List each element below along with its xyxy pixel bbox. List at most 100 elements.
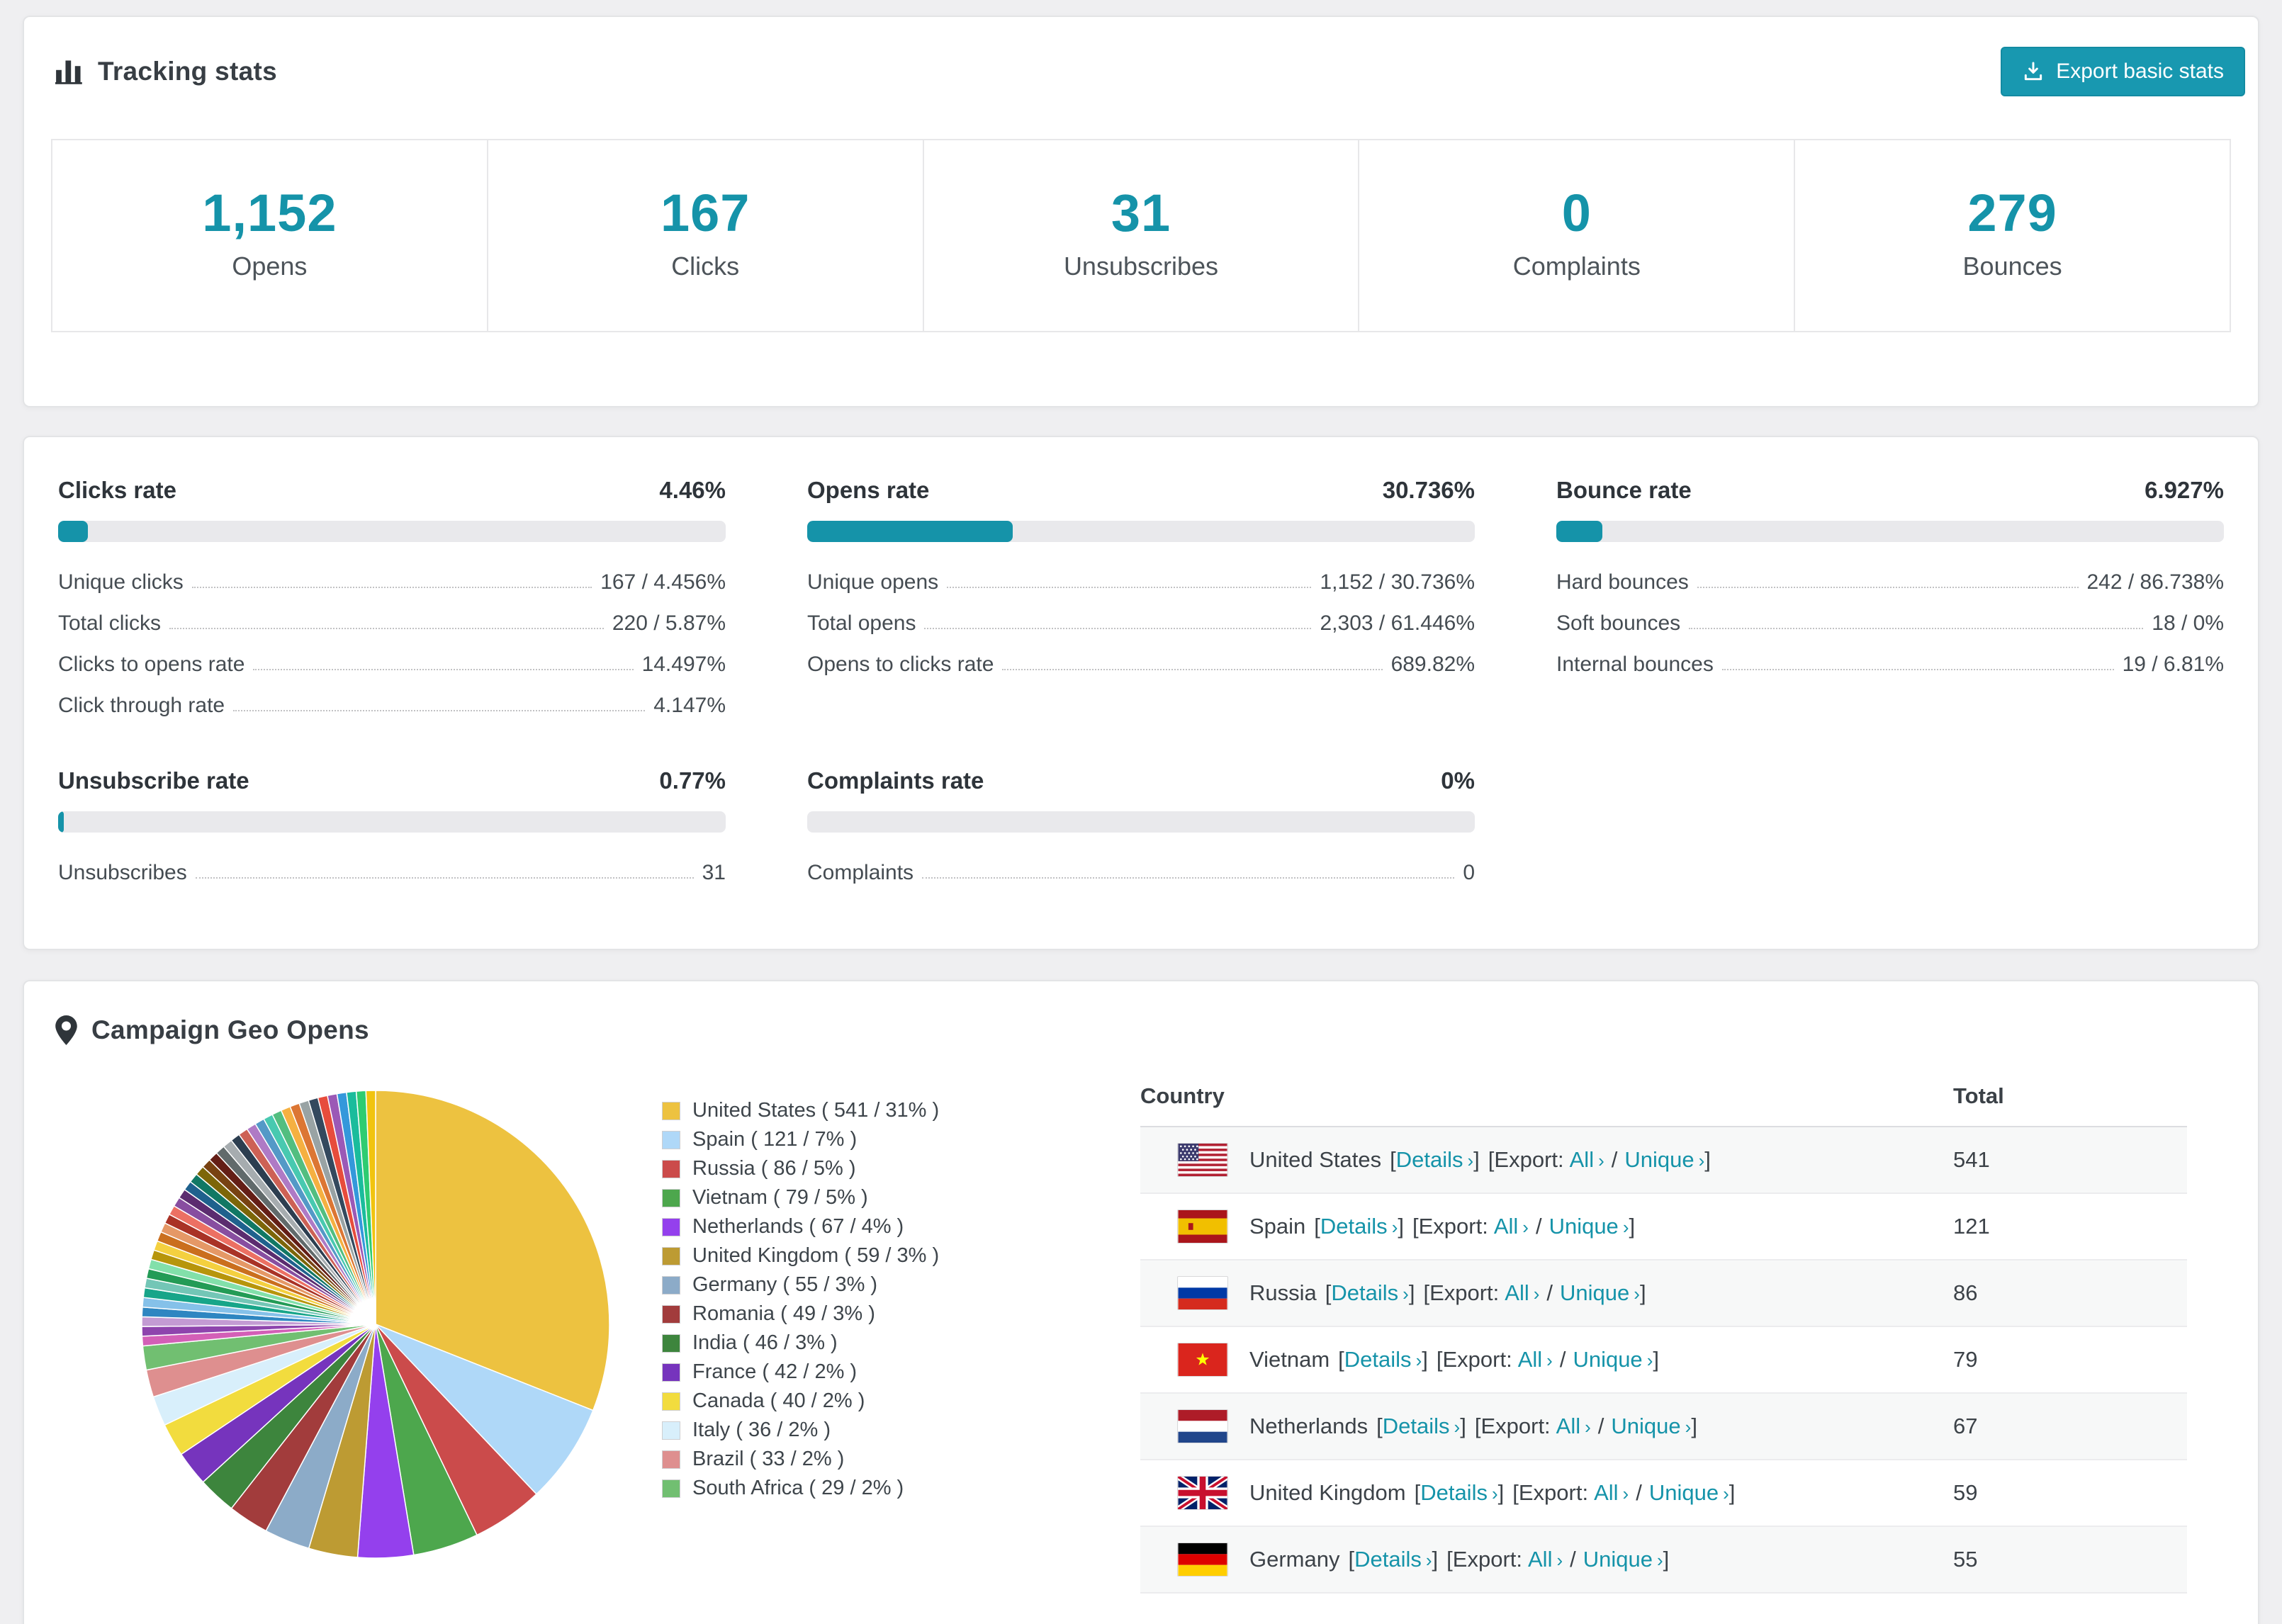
bracket: ] <box>1422 1347 1428 1372</box>
legend-item: Spain ( 121 / 7% ) <box>662 1125 1059 1154</box>
stat-box: 279 Bounces <box>1795 140 2230 331</box>
legend-color-swatch <box>662 1421 680 1440</box>
details-link[interactable]: Details › <box>1331 1280 1409 1305</box>
stat-label: Unsubscribes <box>1063 252 1219 281</box>
export-all-link[interactable]: All › <box>1569 1147 1604 1172</box>
slash-separator: / <box>1597 1414 1604 1438</box>
export-all-link[interactable]: All › <box>1556 1414 1591 1438</box>
bracket: ] <box>1398 1214 1404 1239</box>
geo-opens-body: United States ( 541 / 31% ) Spain ( 121 … <box>24 1051 2258 1594</box>
details-link[interactable]: Details › <box>1354 1547 1432 1572</box>
country-name: Spain <box>1249 1214 1306 1239</box>
legend-color-swatch <box>662 1333 680 1353</box>
legend-label: Russia ( 86 / 5% ) <box>692 1157 856 1180</box>
stat-label: Complaints <box>1512 252 1641 281</box>
rate-row-label: Total clicks <box>58 611 162 635</box>
export-unique-link[interactable]: Unique › <box>1560 1280 1640 1305</box>
rate-value: 30.736% <box>1382 477 1475 503</box>
rate-detail-row: Hard bounces 242 / 86.738% <box>1556 553 2224 594</box>
export-unique-link[interactable]: Unique › <box>1583 1547 1663 1572</box>
export-prefix: [Export: <box>1423 1280 1500 1305</box>
rate-detail-row: Unique clicks 167 / 4.456% <box>58 553 726 594</box>
rate-head: Bounce rate 6.927% <box>1556 477 2224 504</box>
bracket: ] <box>1729 1480 1736 1505</box>
rate-row-label: Unsubscribes <box>58 861 187 884</box>
stat-value: 279 <box>1967 184 2057 242</box>
bracket: ] <box>1639 1280 1646 1305</box>
chevron-right-icon: › <box>1622 1217 1629 1238</box>
legend-item: Russia ( 86 / 5% ) <box>662 1154 1059 1183</box>
details-link[interactable]: Details › <box>1395 1147 1474 1172</box>
rates-card: Clicks rate 4.46% Unique clicks 167 / 4.… <box>23 436 2259 950</box>
legend-label: Canada ( 40 / 2% ) <box>692 1389 865 1412</box>
details-link[interactable]: Details › <box>1344 1347 1422 1372</box>
details-link[interactable]: Details › <box>1420 1480 1498 1505</box>
dotted-leader <box>922 877 1455 879</box>
rate-progress-bar <box>58 811 726 833</box>
legend-color-swatch <box>662 1304 680 1324</box>
download-icon <box>2025 62 2042 81</box>
rate-head: Complaints rate 0% <box>807 767 1475 794</box>
rate-row-value: 2,303 / 61.446% <box>1320 611 1475 635</box>
chevron-right-icon: › <box>1454 1416 1461 1438</box>
bracket: [ <box>1376 1414 1383 1438</box>
chevron-right-icon: › <box>1723 1483 1729 1504</box>
export-all-link[interactable]: All › <box>1517 1347 1553 1372</box>
rate-progress-bar <box>1556 521 2224 542</box>
export-prefix: [Export: <box>1436 1347 1512 1372</box>
rate-detail-row: Total opens 2,303 / 61.446% <box>807 594 1475 636</box>
bracket: [ <box>1338 1347 1344 1372</box>
country-total: 541 <box>1953 1147 1990 1172</box>
country-flag-icon <box>1177 1543 1228 1577</box>
export-unique-link[interactable]: Unique › <box>1648 1480 1729 1505</box>
dotted-leader <box>947 587 1312 588</box>
rate-rows: Hard bounces 242 / 86.738% Soft bounces … <box>1556 553 2224 677</box>
slash-separator: / <box>1559 1347 1566 1372</box>
bracket: ] <box>1497 1480 1505 1505</box>
details-link[interactable]: Details › <box>1382 1414 1461 1438</box>
export-all-link[interactable]: All › <box>1528 1547 1563 1572</box>
export-all-link[interactable]: All › <box>1594 1480 1629 1505</box>
rate-block: Opens rate 30.736% Unique opens 1,152 / … <box>807 477 1475 718</box>
export-basic-stats-button[interactable]: Export basic stats <box>2001 47 2245 96</box>
stat-value: 1,152 <box>202 184 337 242</box>
rate-progress-bar <box>807 521 1475 542</box>
legend-color-swatch <box>662 1130 680 1149</box>
dotted-leader <box>1002 669 1383 670</box>
export-all-link[interactable]: All › <box>1505 1280 1540 1305</box>
dotted-leader <box>253 669 634 670</box>
export-unique-link[interactable]: Unique › <box>1611 1414 1692 1438</box>
country-total: 79 <box>1953 1347 1978 1372</box>
export-unique-link[interactable]: Unique › <box>1548 1214 1629 1239</box>
tracking-stats-title-text: Tracking stats <box>98 57 278 86</box>
country-flag-icon <box>1177 1143 1228 1177</box>
chevron-right-icon: › <box>1522 1217 1529 1238</box>
legend-label: Romania ( 49 / 3% ) <box>692 1302 875 1325</box>
legend-label: India ( 46 / 3% ) <box>692 1331 838 1354</box>
legend-label: Spain ( 121 / 7% ) <box>692 1128 858 1151</box>
pie-slice <box>375 1324 594 1495</box>
rate-rows: Unsubscribes 31 <box>58 844 726 885</box>
export-all-link[interactable]: All › <box>1493 1214 1529 1239</box>
rate-row-value: 167 / 4.456% <box>600 570 726 594</box>
legend-item: Brazil ( 33 / 2% ) <box>662 1445 1059 1474</box>
details-link[interactable]: Details › <box>1320 1214 1398 1239</box>
country-flag-icon <box>1177 1343 1228 1377</box>
rate-block: Bounce rate 6.927% Hard bounces 242 / 86… <box>1556 477 2224 718</box>
pie-legend: United States ( 541 / 31% ) Spain ( 121 … <box>662 1096 1059 1503</box>
legend-color-swatch <box>662 1188 680 1207</box>
export-unique-link[interactable]: Unique › <box>1573 1347 1653 1372</box>
bracket: ] <box>1408 1280 1415 1305</box>
country-total: 55 <box>1953 1547 1978 1572</box>
dotted-leader <box>1721 669 2114 670</box>
bracket: [ <box>1325 1280 1332 1305</box>
export-unique-link[interactable]: Unique › <box>1624 1147 1705 1172</box>
rate-row-value: 31 <box>702 861 726 884</box>
geo-opens-header: Campaign Geo Opens <box>24 981 2258 1051</box>
legend-item: France ( 42 / 2% ) <box>662 1358 1059 1387</box>
rate-row-label: Click through rate <box>58 694 225 717</box>
bracket: ] <box>1663 1547 1670 1572</box>
rate-rows: Unique clicks 167 / 4.456% Total clicks … <box>58 553 726 718</box>
table-row: Russia [Details ›] [Export: All › / Unique… <box>1140 1260 2187 1326</box>
rate-head: Unsubscribe rate 0.77% <box>58 767 726 794</box>
